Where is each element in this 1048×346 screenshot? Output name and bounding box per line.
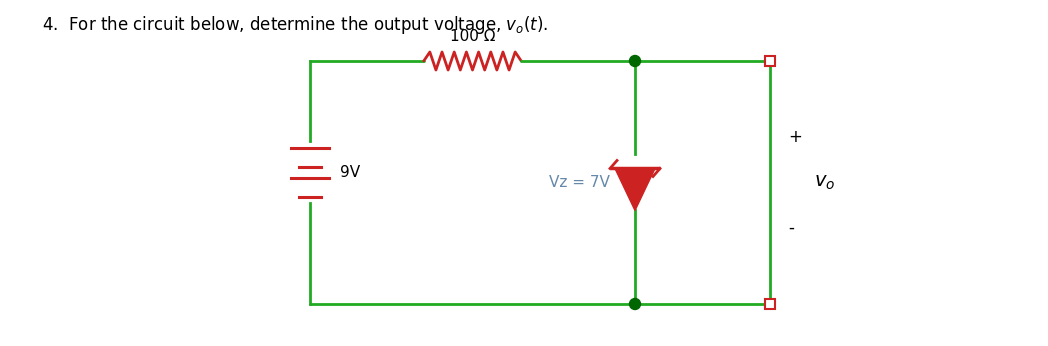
Polygon shape xyxy=(615,169,655,210)
Text: +: + xyxy=(788,128,802,146)
Text: $v_o$: $v_o$ xyxy=(814,173,835,192)
Text: 9V: 9V xyxy=(340,165,361,180)
Text: -: - xyxy=(788,219,794,237)
Text: Vz = 7V: Vz = 7V xyxy=(549,175,610,190)
Text: 4.  For the circuit below, determine the output voltage, $v_o(t)$.: 4. For the circuit below, determine the … xyxy=(42,14,548,36)
Text: 100 Ω: 100 Ω xyxy=(450,29,496,44)
Bar xyxy=(765,299,774,309)
Bar xyxy=(765,56,774,66)
Circle shape xyxy=(630,299,640,310)
Circle shape xyxy=(630,55,640,66)
